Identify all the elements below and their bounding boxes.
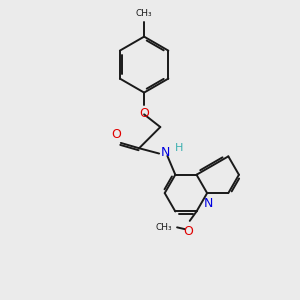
Text: O: O [111,128,121,141]
Text: CH₃: CH₃ [136,9,152,18]
Text: CH₃: CH₃ [155,223,172,232]
Text: N: N [204,196,213,210]
Text: O: O [139,107,149,120]
Text: O: O [183,225,193,238]
Text: N: N [161,146,170,159]
Text: H: H [174,143,183,153]
